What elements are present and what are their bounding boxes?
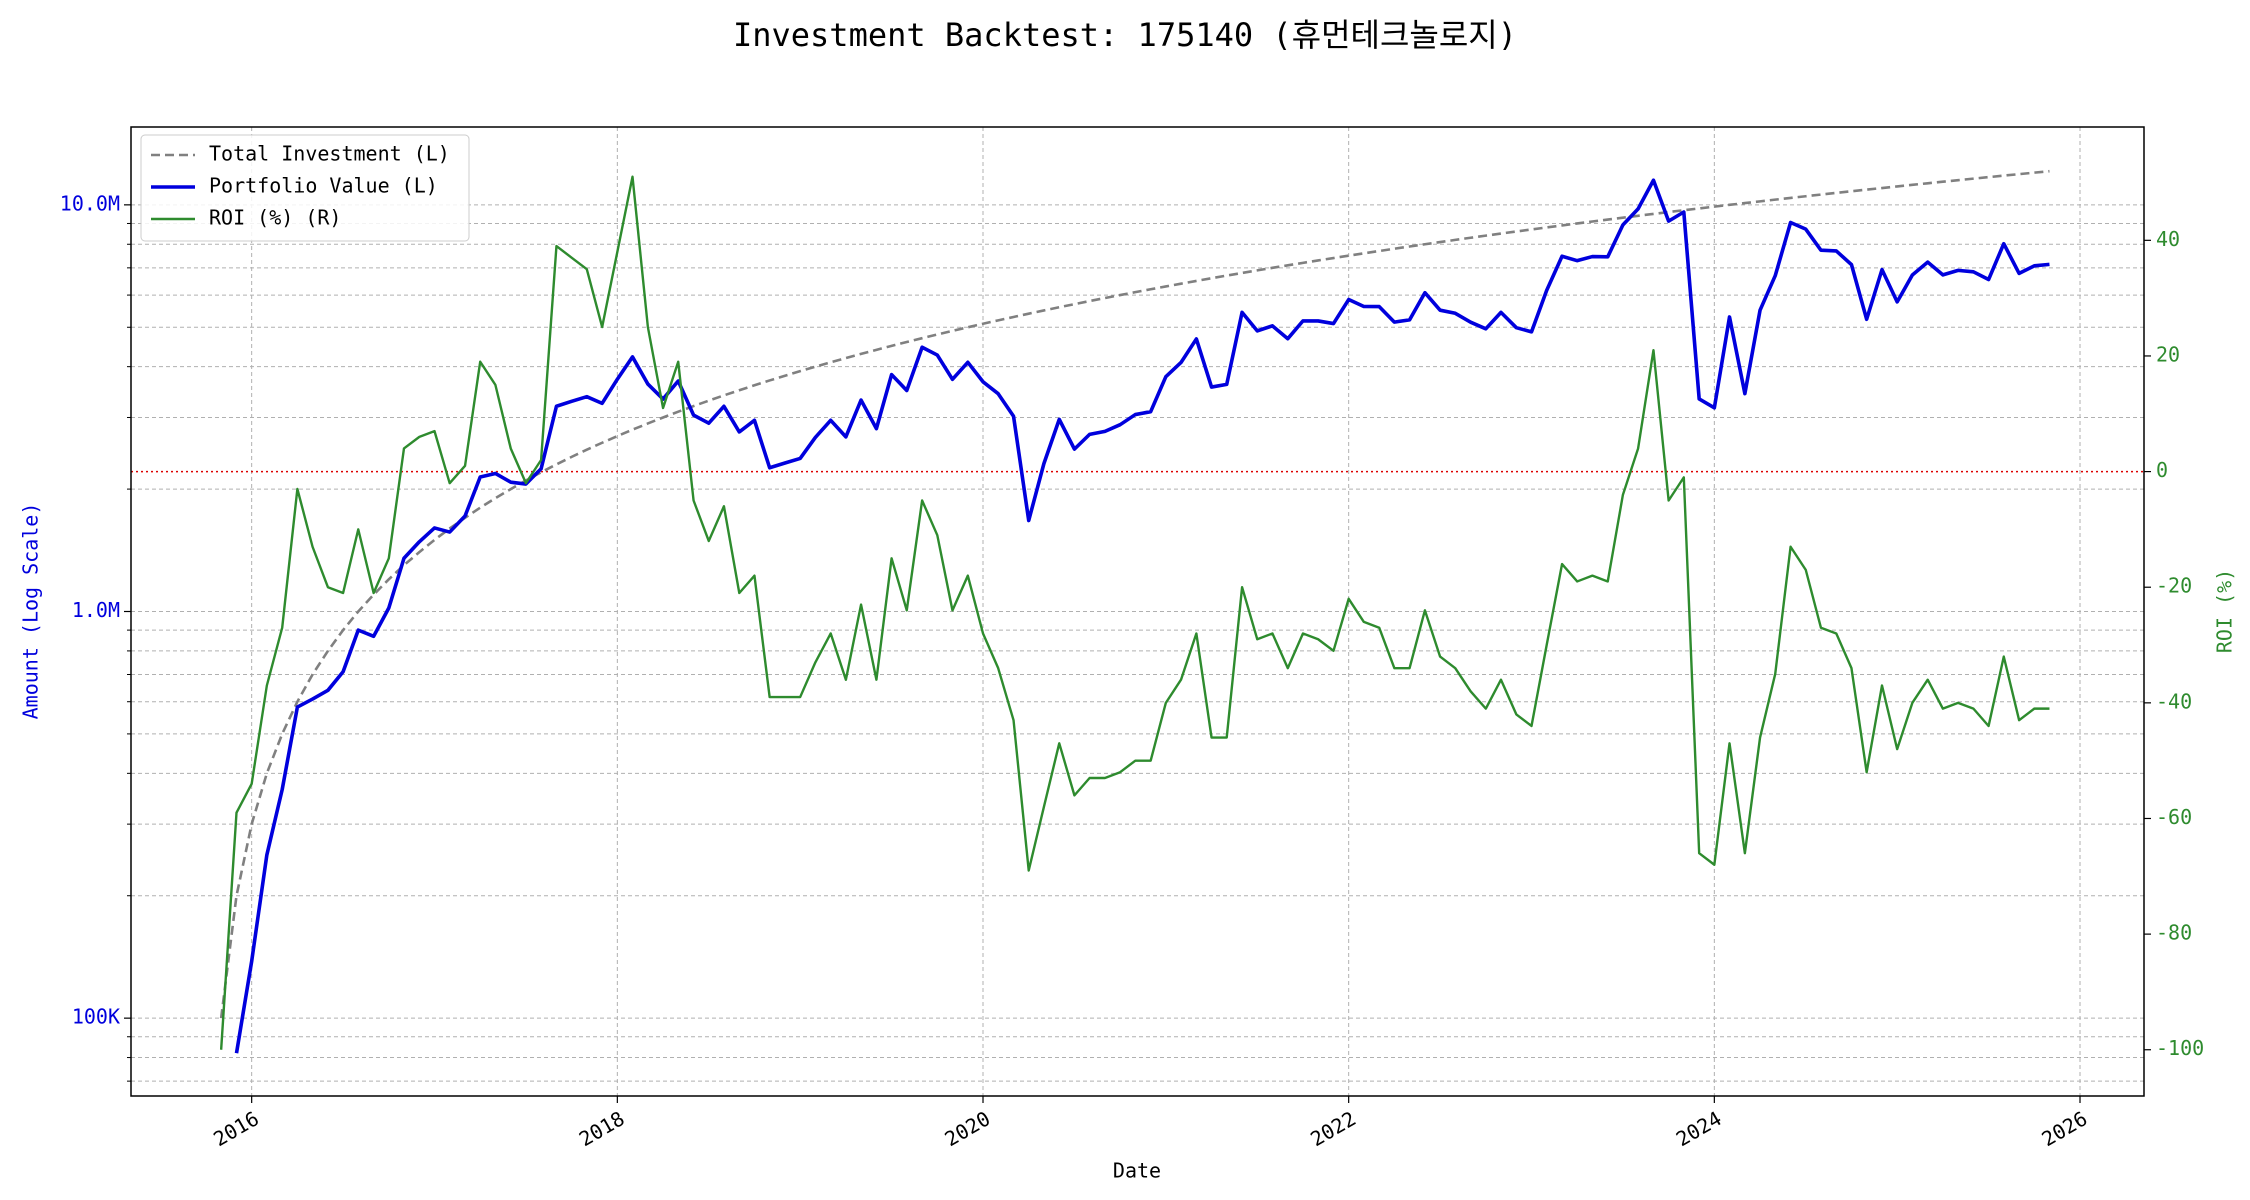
x-tick-label: 2018	[575, 1106, 629, 1151]
x-tick-label: 2024	[1672, 1106, 1726, 1151]
axes: 2016 2018 2020 2022 2024 2026 100K 1.0M 10.0M -10…	[60, 191, 2204, 1151]
y-tick-label: 10.0M	[60, 191, 120, 215]
y2-tick-label: 20	[2156, 342, 2180, 366]
y2-tick-label: 0	[2156, 458, 2168, 482]
y2-tick-label: -40	[2156, 689, 2192, 713]
y2-tick-label: -20	[2156, 574, 2192, 598]
x-tick-label: 2020	[941, 1106, 995, 1151]
y2-tick-label: 40	[2156, 227, 2180, 251]
legend-label: Total Investment (L)	[209, 142, 450, 166]
y-tick-label: 1.0M	[72, 598, 120, 622]
y2-tick-label: -100	[2156, 1036, 2204, 1060]
y2-axis-label: ROI (%)	[2213, 569, 2237, 653]
grid	[131, 127, 2144, 1096]
chart-title: Investment Backtest: 175140 (휴먼테크놀로지)	[733, 16, 1517, 54]
legend-label: ROI (%) (R)	[209, 206, 341, 230]
x-tick-label: 2022	[1306, 1106, 1360, 1151]
y2-tick-label: -80	[2156, 921, 2192, 945]
plot-area	[131, 169, 2144, 1054]
y-axis-label: Amount (Log Scale)	[19, 503, 43, 720]
y-tick-label: 100K	[72, 1005, 120, 1029]
x-tick-label: 2016	[209, 1106, 263, 1151]
series-line	[234, 178, 2050, 1054]
series-line	[219, 175, 2050, 1050]
legend: Total Investment (L) Portfolio Value (L) R…	[140, 134, 470, 242]
series-line	[219, 169, 2050, 1019]
legend-label: Portfolio Value (L)	[209, 174, 438, 198]
y2-tick-label: -60	[2156, 805, 2192, 829]
x-tick-label: 2026	[2038, 1106, 2092, 1151]
legend-box	[140, 134, 470, 242]
x-axis-label: Date	[1113, 1159, 1161, 1183]
